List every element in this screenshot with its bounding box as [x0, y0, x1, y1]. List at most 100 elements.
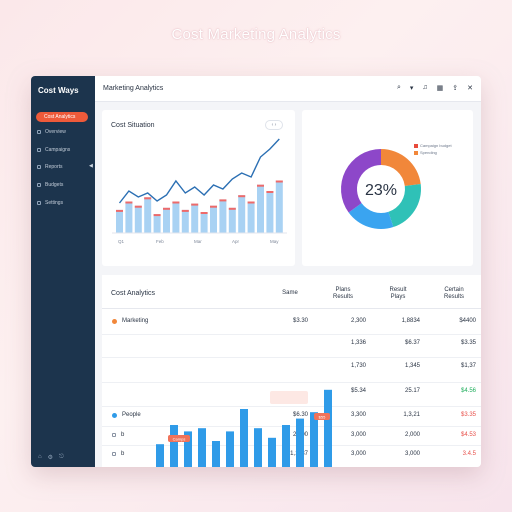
- table-header: Cost Analytics Same Plans Results Result…: [102, 275, 481, 309]
- chart-bar-cap: [153, 214, 161, 217]
- sidebar-item-label: Reports: [45, 164, 63, 170]
- sidebar-item-0[interactable]: Overview: [37, 129, 66, 135]
- x-tick-label: Mar: [194, 239, 202, 244]
- logout-icon[interactable]: ⎋: [59, 454, 64, 460]
- legend-item: Campaign budget: [414, 142, 452, 149]
- table-cell: 3,000: [350, 432, 366, 438]
- top-bar: Marketing Analytics ⌕ ▾ ♫ ▦ ⇪ ✕: [95, 76, 481, 102]
- sidebar-item-label: Campaigns: [45, 147, 71, 153]
- table-cell: 3,000: [404, 451, 420, 457]
- legend-item: Spending: [414, 149, 452, 156]
- collapse-caret-icon[interactable]: ◀: [89, 163, 93, 169]
- row-divider: [102, 357, 481, 358]
- row-label-text: b: [121, 451, 125, 457]
- report-icon: [37, 165, 41, 169]
- col-header: Certain Results: [443, 287, 464, 300]
- cost-analytics-table: Cost Analytics Same Plans Results Result…: [102, 275, 481, 467]
- sidebar: Cost Ways Cost Analytics Overview Campai…: [31, 76, 95, 467]
- sidebar-item-1[interactable]: Campaigns: [37, 147, 70, 153]
- filter-icon[interactable]: ▾: [409, 85, 414, 92]
- sidebar-item-3[interactable]: Budgets: [37, 182, 63, 188]
- donut-segment: [348, 203, 394, 229]
- row-label-text: b: [121, 432, 125, 438]
- row-divider: [102, 334, 481, 335]
- card-title: Cost Situation: [111, 122, 155, 129]
- row-label-text: People: [122, 412, 141, 418]
- wallet-icon: [37, 183, 41, 187]
- donut-center-label: 23%: [365, 182, 397, 199]
- chart-bar: [210, 205, 217, 233]
- row-label[interactable]: b: [112, 451, 124, 457]
- chart-bar: [191, 203, 199, 233]
- chart-toggle[interactable]: ‹ ›: [265, 120, 283, 130]
- mini-chart-badge: [314, 413, 330, 420]
- chart-bar: [172, 201, 180, 233]
- mini-chart-bar: [226, 431, 234, 467]
- table-cell: 1,730: [350, 363, 366, 369]
- trend-line: [118, 138, 280, 204]
- table-cell: $6.37: [404, 340, 420, 346]
- table-cell: 1,1137: [290, 451, 308, 457]
- chart-bar-cap: [257, 184, 264, 187]
- sidebar-item-active[interactable]: Cost Analytics: [36, 112, 88, 122]
- row-label[interactable]: People: [112, 412, 141, 418]
- chart-bar: [219, 199, 227, 233]
- table-cell: 1,3,21: [403, 412, 420, 418]
- col-header: Same: [282, 290, 298, 296]
- chart-bar: [275, 180, 283, 233]
- home-icon[interactable]: ⌂: [38, 454, 42, 460]
- orange-dot-icon: [112, 318, 117, 324]
- grid-icon: [37, 130, 41, 134]
- table-cell: $3.30: [292, 318, 308, 324]
- table-cell: $3.35: [460, 340, 476, 346]
- table-cell: $4400: [459, 318, 476, 324]
- sidebar-item-2[interactable]: Reports: [37, 164, 63, 170]
- chart-bar: [116, 209, 123, 233]
- row-highlight: [270, 391, 308, 404]
- settings-icon[interactable]: ⚙: [47, 455, 54, 461]
- legend-label: Campaign budget: [420, 143, 452, 148]
- row-label-text: Marketing: [122, 318, 149, 324]
- chart-bar: [247, 201, 255, 233]
- row-label[interactable]: Marketing: [112, 318, 148, 324]
- chart-bar: [163, 207, 170, 233]
- row-divider: [102, 445, 481, 446]
- chart-bar-cap: [181, 209, 189, 212]
- megaphone-icon: [37, 148, 41, 152]
- table-cell: $3.35: [460, 412, 476, 418]
- mini-chart-bar: [156, 444, 164, 467]
- checkbox-icon: [112, 433, 116, 437]
- share-icon[interactable]: ⇪: [452, 85, 459, 92]
- chart-bar-cap: [247, 201, 255, 204]
- chart-bar-cap: [172, 201, 180, 204]
- chart-bar: [181, 209, 189, 233]
- cost-situation-card: Cost Situation ‹ › Q1 Feb Mar Apr May: [102, 110, 295, 266]
- mini-chart-bar: [254, 428, 262, 467]
- legend-label: Spending: [420, 150, 437, 155]
- sidebar-item-label: Budgets: [45, 182, 64, 188]
- chart-bar: [134, 205, 142, 233]
- x-tick-label: Apr: [232, 239, 240, 244]
- calendar-icon[interactable]: ▦: [436, 85, 444, 92]
- donut-segment: [381, 149, 421, 186]
- close-icon[interactable]: ✕: [467, 85, 473, 92]
- chart-bar-cap: [191, 203, 199, 206]
- chart-bar: [200, 212, 208, 233]
- chart-bar-cap: [163, 207, 170, 210]
- brand-name: Cost Ways: [38, 86, 79, 95]
- sidebar-item-4[interactable]: Settings: [37, 200, 63, 206]
- chart-bar-cap: [134, 205, 142, 208]
- donut-chart: 23%: [341, 149, 421, 229]
- row-divider: [102, 382, 481, 383]
- table-cell: 2,000: [292, 432, 308, 438]
- bell-icon[interactable]: ♫: [422, 84, 428, 91]
- x-tick-label: Q1: [118, 239, 125, 244]
- search-icon[interactable]: ⌕: [396, 84, 401, 91]
- chart-bar-cap: [266, 191, 274, 193]
- row-label[interactable]: b: [112, 432, 124, 438]
- chart-bar-cap: [219, 199, 227, 202]
- table-cell: 2,300: [350, 318, 366, 324]
- chart-bar-cap: [116, 209, 123, 212]
- mini-chart-bar: [184, 431, 192, 467]
- table-cell: 1,345: [404, 363, 420, 369]
